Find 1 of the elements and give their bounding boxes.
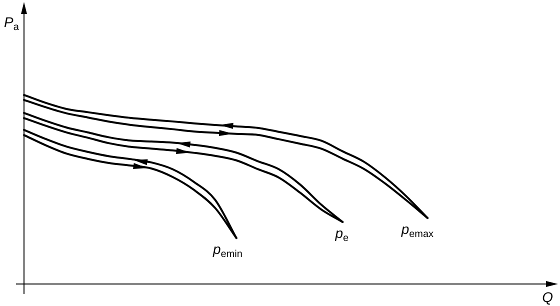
x-axis-title: Q xyxy=(542,289,554,305)
